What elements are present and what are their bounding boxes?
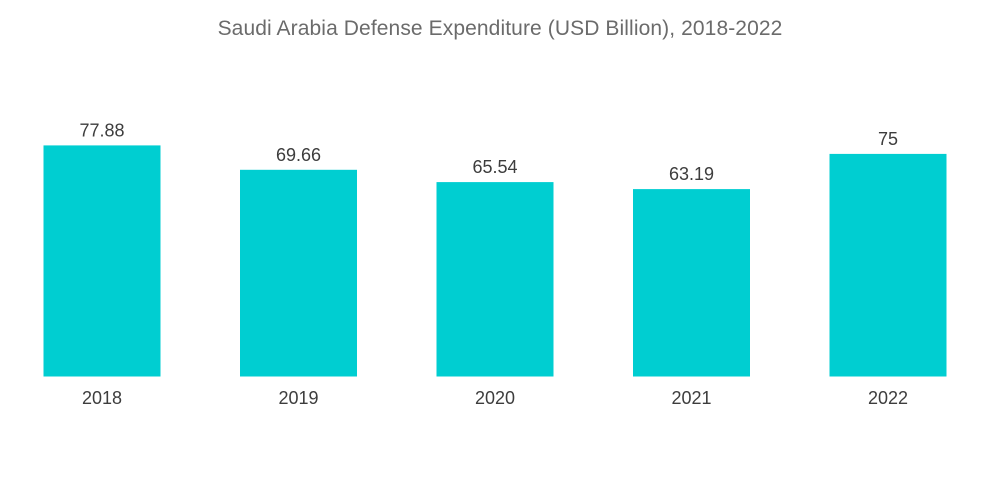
x-tick-labels-group: 2018 2019 2020 2021 2022 — [82, 388, 908, 408]
x-tick-label-2018: 2018 — [82, 388, 122, 408]
x-tick-label-2019: 2019 — [278, 388, 318, 408]
bar-2020 — [436, 182, 554, 377]
x-tick-label-2021: 2021 — [671, 388, 711, 408]
x-tick-label-2020: 2020 — [475, 388, 515, 408]
chart-title: Saudi Arabia Defense Expenditure (USD Bi… — [217, 17, 783, 40]
bar-2018 — [43, 145, 161, 377]
bar-2021 — [633, 189, 750, 377]
value-label-2019: 69.66 — [276, 145, 321, 165]
value-label-2022: 75 — [878, 129, 898, 149]
value-label-2020: 65.54 — [472, 157, 517, 177]
value-label-2021: 63.19 — [669, 164, 714, 184]
value-label-2018: 77.88 — [79, 120, 124, 140]
bar-2022 — [829, 153, 947, 377]
bars-group — [43, 145, 947, 377]
value-labels-group: 77.88 69.66 65.54 63.19 75 — [79, 120, 898, 184]
x-tick-label-2022: 2022 — [868, 388, 908, 408]
bar-2019 — [240, 169, 357, 377]
